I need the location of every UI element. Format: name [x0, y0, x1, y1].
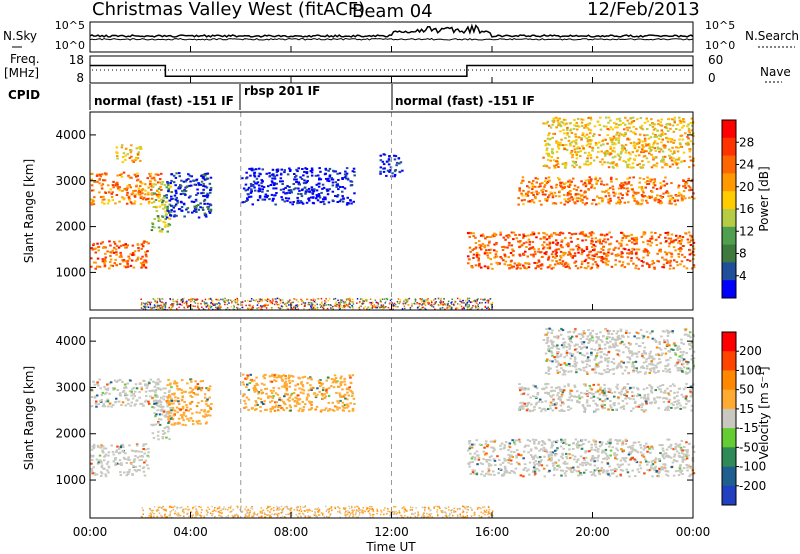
- power-echo-region-7: [379, 153, 404, 178]
- power-ytick-label-3: 2000: [55, 220, 86, 234]
- power-colorbar-tick-3: 20: [739, 180, 754, 194]
- power-colorbar-tick-6: 8: [739, 247, 747, 261]
- velocity-colorbar-tick-4: 15: [739, 402, 754, 416]
- power-colorbar-tick-4: 16: [739, 202, 754, 216]
- power-colorbar-swatch-6: [722, 209, 736, 228]
- power-ytick-label-2: 3000: [55, 174, 86, 188]
- power-echo-region-8: [466, 231, 696, 270]
- x-axis: 00:00 04:00 08:00 12:00 16:00 20:00 00:00: [73, 46, 711, 539]
- velocity-colorbar-tick-6: -50: [739, 440, 759, 454]
- velocity-colorbar-swatch-4: [722, 389, 736, 410]
- power-echo-region-5: [165, 172, 213, 219]
- power-colorbar-swatch-7: [722, 226, 736, 246]
- station-title: Christmas Valley West (fitACF): [92, 0, 365, 20]
- velocity-echo-region-5: [241, 373, 356, 413]
- power-echo-region-10: [542, 116, 695, 169]
- velocity-echo-region-1: [90, 443, 150, 478]
- power-echo-region-4: [115, 144, 143, 164]
- velocity-ytick-label-3: 2000: [55, 427, 86, 441]
- x-tick-label-5: 16:00: [475, 525, 510, 539]
- velocity-colorbar-swatch-7: [722, 447, 736, 467]
- power-ytick-label-1: 4000: [55, 128, 86, 142]
- power-colorbar: 28 24 20 16 12 8 4: [721, 119, 754, 299]
- power-colorbar-label: Power [dB]: [757, 166, 771, 231]
- cpid-segment-2: rbsp 201 IF: [244, 84, 320, 98]
- velocity-colorbar-swatch-3: [722, 370, 736, 391]
- velocity-colorbar-tick-3: 50: [739, 383, 754, 397]
- power-colorbar-swatch-3: [722, 155, 736, 174]
- freq-unit-label: [MHz]: [4, 66, 39, 80]
- power-echo-region-6: [241, 167, 356, 206]
- power-colorbar-swatch-10: [722, 280, 736, 299]
- power-colorbar-swatch-1: [722, 120, 736, 139]
- freq-panel: Freq. [MHz] 18 8 60 0 Nave: [4, 52, 791, 85]
- power-colorbar-tick-5: 12: [739, 224, 754, 238]
- nave-label: Nave: [760, 65, 791, 79]
- nsky-tick-bottom: 10^0: [55, 39, 85, 52]
- nsearch-tick-bottom: 10^0: [705, 39, 735, 52]
- power-ylabel: Slant Range [km]: [22, 159, 36, 263]
- velocity-echo-region-4: [165, 378, 213, 427]
- date-label: 12/Feb/2013: [587, 0, 700, 20]
- cpid-segment-1: normal (fast) -151 IF: [94, 94, 234, 108]
- velocity-echo-region-6: [466, 438, 696, 478]
- velocity-colorbar-swatch-1: [722, 332, 736, 352]
- nave-tick-bottom: 0: [708, 71, 716, 85]
- freq-tick-bottom: 8: [76, 71, 84, 85]
- power-echo-region-9: [517, 176, 696, 206]
- nsearch-trace: [89, 37, 694, 41]
- power-colorbar-swatch-5: [722, 191, 736, 210]
- nsky-trace: [89, 23, 694, 38]
- velocity-colorbar: 200 100 50 15 -15 -50 -100 -200: [721, 331, 766, 506]
- x-tick-label-4: 12:00: [374, 525, 409, 539]
- power-colorbar-swatch-2: [722, 137, 736, 157]
- cpid-label: CPID: [8, 88, 40, 102]
- velocity-colorbar-tick-8: -200: [739, 479, 766, 493]
- x-tick-label-6: 20:00: [575, 525, 610, 539]
- nsky-panel: N.Sky 10^5 10^0 10^5 10^0 N.Search: [3, 19, 799, 53]
- velocity-colorbar-tick-2: 100: [739, 363, 762, 377]
- x-tick-label-7: 00:00: [676, 525, 711, 539]
- power-colorbar-tick-7: 4: [739, 269, 747, 283]
- x-axis-label: Time UT: [365, 540, 416, 554]
- velocity-colorbar-label: Velocity [m s⁻¹]: [757, 366, 771, 459]
- velocity-ylabel: Slant Range [km]: [22, 366, 36, 470]
- freq-tick-top: 18: [69, 53, 84, 67]
- power-colorbar-swatch-9: [722, 262, 736, 281]
- velocity-colorbar-swatch-9: [722, 485, 736, 506]
- freq-label: Freq.: [10, 52, 40, 66]
- velocity-colorbar-swatch-6: [722, 428, 736, 448]
- x-tick-label-1: 00:00: [73, 525, 108, 539]
- velocity-colorbar-tick-7: -100: [739, 460, 766, 474]
- velocity-ytick-label-1: 4000: [55, 334, 86, 348]
- velocity-colorbar-tick-5: -15: [739, 421, 759, 435]
- velocity-ytick-label-2: 3000: [55, 380, 86, 394]
- velocity-colorbar-swatch-5: [722, 408, 736, 429]
- x-tick-label-3: 08:00: [274, 525, 309, 539]
- nsearch-label: N.Search: [745, 29, 799, 43]
- power-colorbar-swatch-4: [722, 173, 736, 192]
- nsky-label: N.Sky: [3, 29, 37, 43]
- nsky-tick-top: 10^5: [55, 19, 85, 32]
- power-colorbar-tick-1: 28: [739, 135, 754, 149]
- velocity-colorbar-swatch-2: [722, 351, 736, 371]
- nsearch-tick-top: 10^5: [705, 19, 735, 32]
- velocity-colorbar-swatch-8: [722, 466, 736, 487]
- power-echo-region-1: [90, 240, 150, 270]
- power-colorbar-tick-2: 24: [739, 158, 754, 172]
- beam-label: Beam 04: [352, 1, 433, 22]
- freq-trace: [90, 64, 693, 77]
- velocity-colorbar-tick-1: 200: [739, 344, 762, 358]
- power-ytick-label-4: 1000: [55, 265, 86, 279]
- nave-tick-top: 60: [708, 53, 723, 67]
- cpid-segment-3: normal (fast) -151 IF: [395, 94, 535, 108]
- power-panel: 4000 3000 2000 1000 Slant Range [km] 28 24 20…: [22, 111, 771, 311]
- cpid-row: CPID normal (fast) -151 IF rbsp 201 IF n…: [8, 84, 535, 110]
- x-tick-label-2: 04:00: [173, 525, 208, 539]
- velocity-ytick-label-4: 1000: [55, 473, 86, 487]
- power-colorbar-swatch-8: [722, 244, 736, 263]
